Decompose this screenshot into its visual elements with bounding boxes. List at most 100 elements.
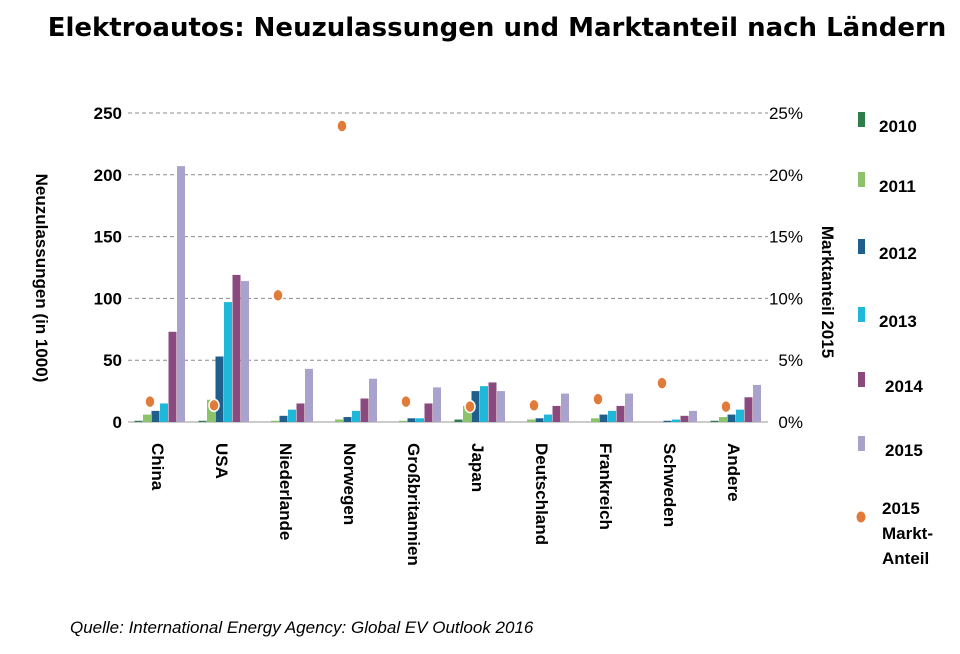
bar-2012-4 (407, 418, 416, 422)
y2-axis-title: Marktanteil 2015 (818, 226, 837, 358)
marker-point (336, 119, 348, 133)
legend-swatch (858, 172, 865, 187)
bar-2015-7 (625, 393, 633, 422)
bar-2014-8 (680, 415, 689, 422)
y-tick-label: 250 (94, 104, 122, 123)
y-tick-label: 50 (103, 351, 122, 370)
bar-2013-3 (352, 410, 360, 422)
x-tick-label: Norwegen (340, 443, 359, 525)
bar-2011-2 (271, 420, 279, 422)
bar-2012-3 (343, 417, 352, 422)
y2-tick-label: 25% (769, 104, 803, 123)
y2-tick-label: 10% (769, 289, 803, 308)
bar-2010-5 (454, 419, 463, 422)
bar-2014-6 (552, 405, 561, 422)
marker-point (656, 376, 668, 390)
bar-2015-8 (689, 410, 697, 422)
marker-point (272, 288, 284, 303)
bar-2013-5 (480, 386, 488, 422)
y-tick-label: 100 (94, 289, 122, 308)
bar-2012-8 (663, 420, 672, 422)
marker-point (400, 394, 412, 409)
bar-2014-7 (616, 405, 625, 422)
bar-2012-9 (727, 414, 736, 422)
bar-2014-2 (296, 403, 305, 422)
bar-2013-8 (672, 419, 680, 422)
legend-swatch (858, 372, 865, 387)
y-axis-left: 0 50 100 150 200 250 (94, 104, 122, 432)
bar-2014-0 (168, 331, 177, 422)
bar-2013-6 (544, 414, 552, 422)
bar-2013-2 (288, 409, 296, 422)
legend: 2010 2011 2012 2013 2014 2015 2015 Markt-Anteil (856, 112, 933, 568)
legend-label: 2014 (885, 377, 923, 396)
x-tick-label: Japan (468, 443, 487, 492)
x-tick-label: Niederlande (276, 443, 295, 540)
bar-2013-9 (736, 409, 744, 422)
bars (134, 166, 761, 422)
legend-swatch (858, 307, 865, 322)
bar-2013-7 (608, 410, 616, 422)
bar-2015-6 (561, 393, 569, 422)
legend-label: 2012 (879, 244, 917, 263)
bar-2011-6 (527, 419, 535, 422)
legend-marker (856, 511, 866, 523)
bar-2014-4 (424, 403, 433, 422)
x-tick-label: Deutschland (532, 443, 551, 545)
bar-2011-9 (719, 417, 727, 422)
bar-2015-9 (753, 384, 761, 422)
y-tick-label: 150 (94, 228, 122, 247)
bar-2010-1 (198, 420, 207, 422)
y2-tick-label: 20% (769, 166, 803, 185)
x-tick-label: Andere (724, 443, 743, 502)
bar-2012-1 (215, 356, 224, 422)
legend-label: 2010 (879, 117, 917, 136)
y2-tick-label: 0% (778, 413, 803, 432)
y2-tick-label: 5% (778, 351, 803, 370)
market-share-markers (144, 119, 732, 414)
y2-tick-label: 15% (769, 228, 803, 247)
bar-2014-5 (488, 382, 497, 422)
y-axis-right: 0% 5% 10% 15% 20% 25% (769, 104, 803, 432)
bar-2013-0 (160, 403, 168, 422)
bar-2014-1 (232, 274, 241, 422)
chart-title: Elektroautos: Neuzulassungen und Marktan… (48, 13, 947, 43)
bar-2015-5 (497, 391, 505, 422)
bar-2011-5 (463, 405, 471, 422)
x-tick-label: China (148, 443, 167, 491)
legend-swatch (858, 112, 865, 127)
marker-point (464, 399, 476, 414)
bar-2015-4 (433, 387, 441, 422)
legend-label: 2013 (879, 312, 917, 331)
marker-point (720, 399, 732, 414)
bar-2012-2 (279, 415, 288, 422)
legend-swatch (858, 239, 865, 254)
x-tick-label: USA (212, 443, 231, 479)
marker-point (528, 398, 540, 413)
bar-2014-9 (744, 397, 753, 422)
y-tick-label: 0 (113, 413, 122, 432)
y-axis-title: Neuzulassungen (in 1000) (32, 174, 51, 383)
marker-point (144, 394, 156, 409)
bar-2012-0 (151, 410, 160, 422)
bar-2013-1 (224, 302, 232, 422)
bar-2010-0 (134, 420, 143, 422)
bar-2013-4 (416, 418, 424, 422)
category-labels: China USA Niederlande Norwegen Großbritannie… (148, 443, 743, 566)
bar-2011-3 (335, 419, 343, 422)
legend-label: 2015 Markt-Anteil (882, 499, 933, 568)
x-tick-label: Großbritannien (404, 443, 423, 566)
bar-2010-9 (710, 420, 719, 422)
legend-label: 2011 (879, 177, 916, 196)
y-tick-label: 200 (94, 166, 122, 185)
bar-2015-2 (305, 368, 313, 422)
bar-2011-0 (143, 414, 151, 422)
source-note: Quelle: International Energy Agency: Glo… (70, 618, 534, 637)
bar-2011-4 (399, 420, 407, 422)
legend-label: 2015 (885, 441, 923, 460)
bar-2012-6 (535, 418, 544, 422)
bar-2015-3 (369, 378, 377, 422)
marker-point (592, 392, 604, 406)
bar-2015-1 (241, 281, 249, 422)
